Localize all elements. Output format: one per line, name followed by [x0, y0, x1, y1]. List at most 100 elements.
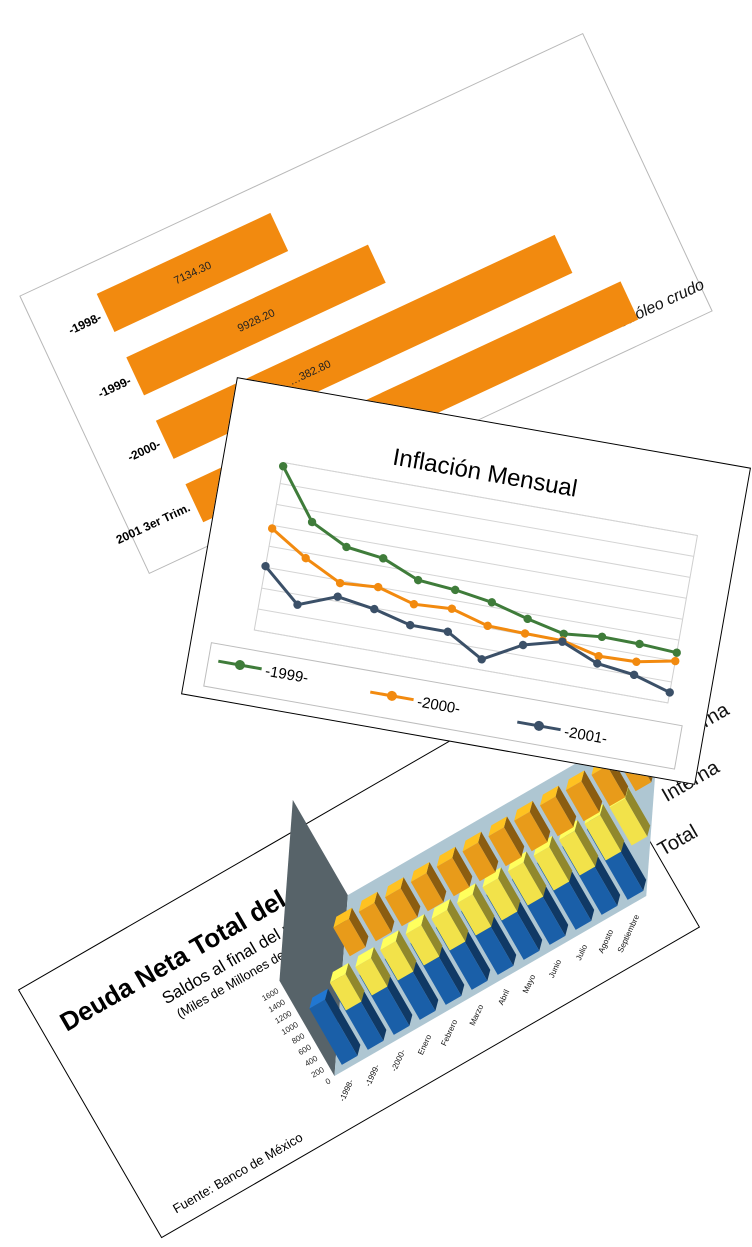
inflation-data-point	[558, 637, 567, 646]
inflation-data-point	[629, 670, 639, 680]
inflation-data-point	[520, 629, 530, 638]
inflation-data-point	[632, 657, 641, 666]
inflation-data-point	[293, 600, 302, 609]
debt-category-label: -2000-	[389, 1048, 407, 1073]
inflation-series-line	[281, 465, 678, 655]
debt-bar	[333, 918, 366, 957]
inflation-data-point	[370, 604, 379, 614]
debt-bar-top	[355, 947, 374, 967]
inflation-data-point	[261, 561, 270, 571]
debt-bar	[591, 765, 626, 807]
inflation-data-point	[594, 651, 603, 661]
debt-bar	[385, 888, 418, 927]
inflation-chart-card: Inflación Mensual -1999- -2000- -2001-	[181, 377, 751, 785]
debt-category-label: Julio	[574, 943, 589, 962]
debt-bar-side	[625, 787, 651, 837]
inflation-plot-area: -1999--2000--2001-	[203, 461, 698, 770]
debt-bar	[609, 798, 648, 846]
debt-bar	[355, 957, 388, 996]
debt-bar-side	[426, 862, 447, 903]
inflation-data-point	[278, 462, 288, 471]
debt-bar	[482, 878, 518, 921]
inflation-data-point	[447, 604, 457, 613]
debt-bar	[584, 814, 622, 861]
debt-bar-side	[600, 803, 625, 852]
inflation-data-point	[307, 517, 317, 527]
inflation-data-point	[335, 578, 345, 588]
inflation-data-point	[518, 640, 528, 650]
debt-bar-top	[462, 831, 482, 852]
debt-bar-side	[400, 877, 421, 918]
debt-bar	[410, 872, 444, 912]
inflation-legend-marker	[386, 690, 397, 701]
inflation-gridline	[276, 503, 691, 578]
debt-bar-top	[405, 914, 425, 935]
debt-bar-top	[333, 907, 352, 928]
debt-bar-side	[324, 988, 361, 1056]
debt-bar-side	[549, 835, 573, 882]
inflation-chart: Inflación Mensual -1999--2000--2001-	[203, 444, 698, 770]
debt-bar-top	[565, 770, 585, 791]
inflation-series-line	[271, 527, 676, 664]
debt-bar	[565, 781, 600, 822]
oil-bar	[96, 212, 289, 332]
debt-bar-side	[574, 819, 599, 867]
inflation-data-point	[443, 627, 453, 636]
debt-category-label: -1998-	[337, 1078, 355, 1103]
inflation-data-point	[333, 592, 342, 601]
debt-bar	[514, 811, 548, 852]
inflation-data-point	[483, 621, 492, 631]
inflation-data-point	[413, 575, 423, 585]
debt-bar-side	[498, 867, 521, 912]
debt-category-label: -1999-	[363, 1063, 381, 1088]
inflation-data-point	[477, 655, 486, 664]
debt-bar-side	[395, 930, 417, 972]
inflation-data-point	[451, 585, 460, 595]
debt-bar-top	[358, 891, 378, 912]
debt-bar-top	[457, 883, 476, 904]
inflation-data-point	[373, 582, 383, 592]
inflation-legend-box	[203, 642, 683, 770]
debt-bar	[539, 796, 574, 837]
debt-bar	[457, 894, 492, 936]
inflation-series-line	[264, 565, 671, 694]
inflation-gridline	[283, 462, 698, 536]
inflation-data-point	[379, 554, 388, 563]
debt-bar	[533, 846, 570, 891]
debt-bar-top	[385, 877, 404, 898]
inflation-data-point	[597, 632, 607, 642]
inflation-data-point	[267, 524, 277, 533]
debt-category-label: Febrero	[439, 1018, 459, 1048]
debt-bar	[380, 941, 414, 981]
debt-bar-side	[452, 846, 473, 888]
debt-category-label: Marzo	[468, 1003, 486, 1027]
debt-bar-top	[380, 930, 399, 951]
debt-category-label: Abril	[496, 988, 511, 1007]
debt-bar	[358, 902, 392, 942]
inflation-data-point	[672, 648, 681, 657]
inflation-gridline	[280, 482, 694, 557]
debt-bar-side	[348, 907, 369, 948]
oil-category-label: -1999-	[96, 373, 133, 400]
oil-category-label: 2001 3er Trim.	[114, 500, 192, 547]
debt-series-label: Total	[654, 821, 702, 861]
inflation-legend-marker	[234, 660, 245, 671]
inflation-data-point	[559, 629, 568, 639]
debt-bar-top	[309, 988, 328, 1009]
debt-category-label: Junio	[547, 958, 563, 980]
debt-category-label: Agosto	[597, 928, 616, 955]
debt-bar-side	[581, 770, 603, 813]
debt-bar-side	[447, 898, 469, 942]
inflation-data-point	[406, 620, 415, 630]
debt-bar-side	[370, 947, 391, 987]
debt-bar-side	[472, 883, 495, 927]
inflation-data-point	[671, 656, 680, 666]
oil-category-label: -2000-	[125, 437, 162, 464]
debt-bar	[405, 925, 440, 966]
inflation-gridline	[254, 629, 668, 704]
debt-chart-source-note: Fuente: Banco de México	[170, 1130, 305, 1217]
debt-bar-top	[482, 867, 502, 888]
debt-bar	[436, 857, 470, 897]
debt-bar	[507, 862, 544, 906]
debt-bar-top	[436, 846, 456, 867]
